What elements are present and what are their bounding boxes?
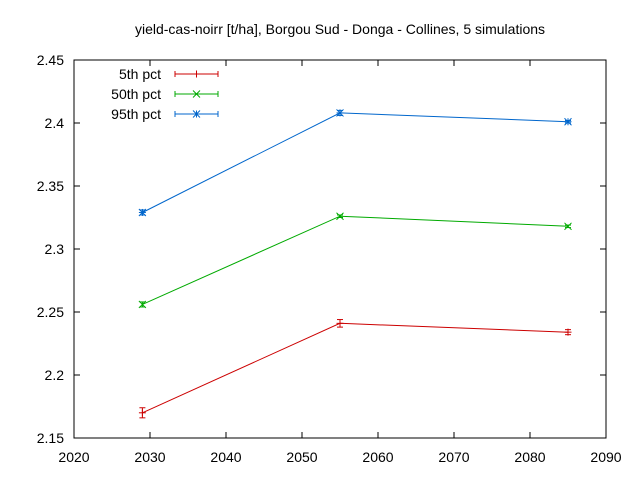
data-point <box>336 319 344 328</box>
data-point <box>138 407 146 419</box>
series-0 <box>138 319 572 419</box>
data-point <box>336 109 344 117</box>
x-tick-label: 2090 <box>590 449 621 465</box>
x-tick-label: 2060 <box>362 449 393 465</box>
y-tick-label: 2.45 <box>37 52 64 68</box>
legend: 5th pct 50th pct 95th pct <box>111 66 219 122</box>
legend-item-0: 5th pct <box>119 66 219 82</box>
y-tick-label: 2.2 <box>45 367 65 383</box>
data-point <box>138 208 147 217</box>
x-tick-label: 2050 <box>286 449 317 465</box>
series-line <box>142 322 569 414</box>
y-axis: 2.15 2.2 2.25 2.3 2.35 2.4 2.45 <box>37 52 606 446</box>
data-point <box>564 117 572 126</box>
y-tick-label: 2.25 <box>37 304 64 320</box>
series-line <box>142 215 569 305</box>
data-point <box>564 328 572 336</box>
x-tick-label: 2080 <box>514 449 545 465</box>
x-tick-label: 2020 <box>58 449 89 465</box>
y-tick-label: 2.35 <box>37 178 64 194</box>
series-line <box>142 112 569 213</box>
legend-item-1: 50th pct <box>111 86 219 102</box>
data-point <box>336 212 344 221</box>
data-point <box>138 300 147 309</box>
series-2 <box>138 109 572 217</box>
y-tick-label: 2.3 <box>45 241 65 257</box>
legend-label: 5th pct <box>119 66 161 82</box>
y-tick-label: 2.15 <box>37 430 64 446</box>
y-tick-label: 2.4 <box>45 115 65 131</box>
x-tick-label: 2070 <box>438 449 469 465</box>
data-point <box>564 222 572 231</box>
x-axis: 2020 2030 2040 2050 2060 2070 2080 2090 <box>58 60 622 465</box>
chart-title: yield-cas-noirr [t/ha], Borgou Sud - Don… <box>135 21 545 37</box>
series-layer <box>138 109 572 419</box>
x-tick-label: 2030 <box>134 449 165 465</box>
legend-label: 50th pct <box>111 86 161 102</box>
legend-label: 95th pct <box>111 106 161 122</box>
x-tick-label: 2040 <box>210 449 241 465</box>
series-1 <box>138 212 572 309</box>
legend-item-2: 95th pct <box>111 106 219 122</box>
